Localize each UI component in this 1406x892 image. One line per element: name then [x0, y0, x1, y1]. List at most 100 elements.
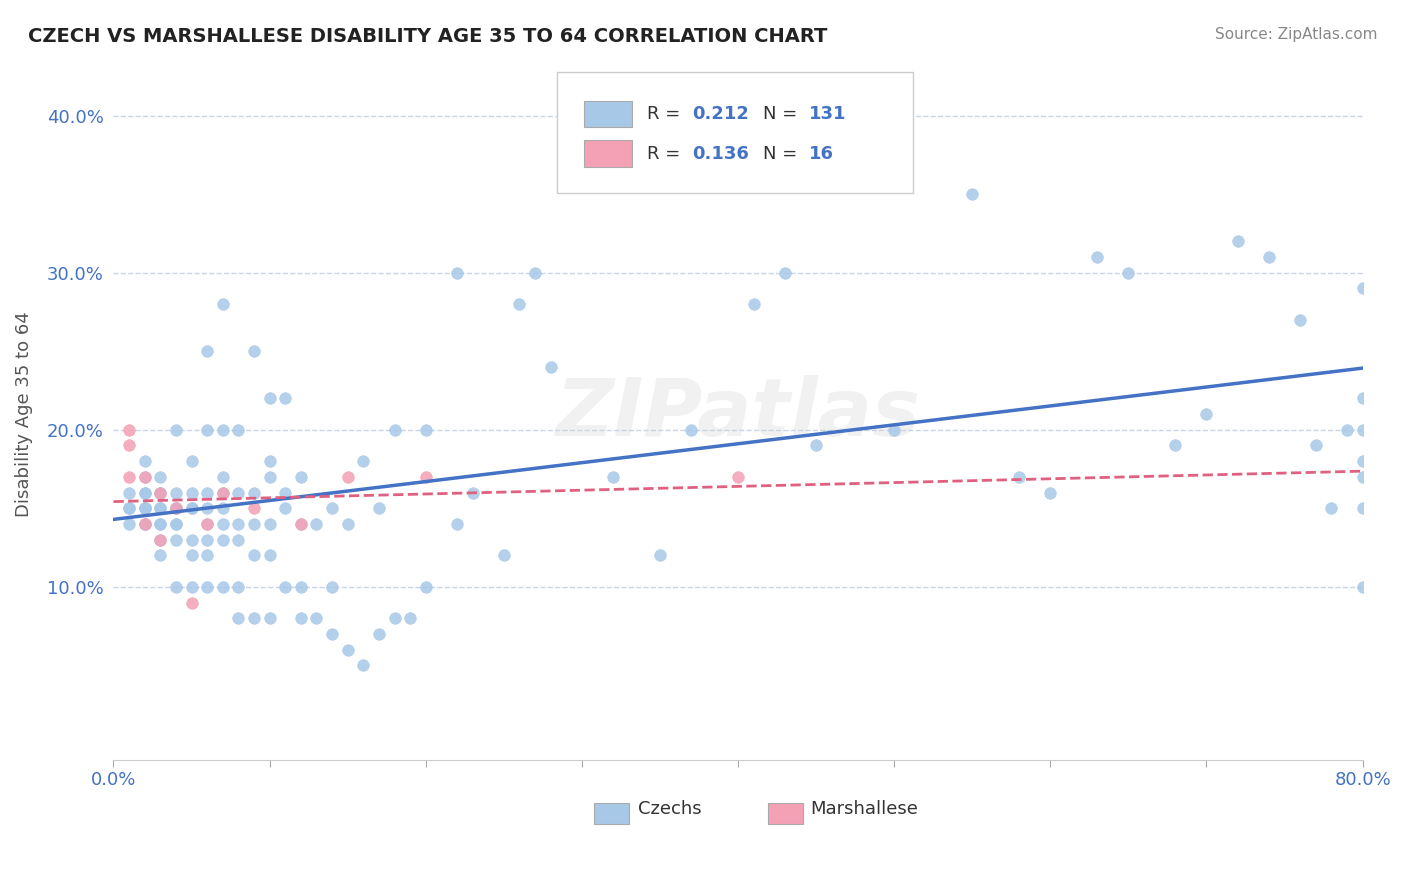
- Point: [243, 611, 266, 625]
- Point: [180, 501, 202, 516]
- Point: [165, 501, 187, 516]
- Text: Czechs: Czechs: [638, 799, 702, 818]
- Point: [259, 392, 281, 406]
- Point: [195, 549, 218, 563]
- Point: [243, 501, 266, 516]
- Point: [180, 549, 202, 563]
- Point: [1289, 313, 1312, 327]
- Point: [211, 485, 233, 500]
- Point: [149, 470, 172, 484]
- Point: [180, 580, 202, 594]
- Point: [228, 533, 250, 547]
- Point: [134, 485, 156, 500]
- Point: [259, 516, 281, 531]
- Point: [648, 549, 671, 563]
- Text: CZECH VS MARSHALLESE DISABILITY AGE 35 TO 64 CORRELATION CHART: CZECH VS MARSHALLESE DISABILITY AGE 35 T…: [28, 27, 828, 45]
- Point: [134, 501, 156, 516]
- Point: [149, 501, 172, 516]
- Text: N =: N =: [763, 145, 803, 162]
- Point: [211, 297, 233, 311]
- Text: 131: 131: [810, 105, 846, 123]
- Point: [165, 516, 187, 531]
- Point: [134, 501, 156, 516]
- Point: [1195, 407, 1218, 421]
- Text: 16: 16: [810, 145, 834, 162]
- Point: [149, 485, 172, 500]
- Point: [118, 423, 141, 437]
- Point: [290, 580, 312, 594]
- Bar: [768, 803, 803, 824]
- Point: [180, 501, 202, 516]
- Point: [773, 266, 796, 280]
- Point: [228, 611, 250, 625]
- Point: [1351, 501, 1374, 516]
- Point: [165, 423, 187, 437]
- Point: [243, 344, 266, 359]
- Point: [1085, 250, 1108, 264]
- Point: [195, 423, 218, 437]
- Point: [118, 485, 141, 500]
- Point: [305, 611, 328, 625]
- Point: [681, 423, 703, 437]
- Text: N =: N =: [763, 105, 803, 123]
- Point: [1351, 392, 1374, 406]
- FancyBboxPatch shape: [557, 72, 912, 193]
- Point: [134, 516, 156, 531]
- Point: [742, 297, 765, 311]
- Point: [1351, 470, 1374, 484]
- Point: [804, 438, 827, 452]
- Point: [1118, 266, 1140, 280]
- Point: [165, 516, 187, 531]
- Point: [165, 485, 187, 500]
- Point: [336, 642, 359, 657]
- Point: [149, 533, 172, 547]
- Point: [118, 501, 141, 516]
- Point: [1226, 235, 1249, 249]
- Point: [134, 454, 156, 468]
- Point: [165, 501, 187, 516]
- Point: [165, 501, 187, 516]
- Point: [195, 533, 218, 547]
- Point: [211, 516, 233, 531]
- Point: [243, 549, 266, 563]
- Point: [118, 516, 141, 531]
- Point: [384, 423, 406, 437]
- Point: [617, 171, 640, 186]
- Text: R =: R =: [647, 145, 686, 162]
- Point: [149, 501, 172, 516]
- Point: [321, 501, 343, 516]
- Point: [195, 516, 218, 531]
- Point: [228, 580, 250, 594]
- Point: [555, 171, 578, 186]
- Point: [259, 470, 281, 484]
- Point: [259, 611, 281, 625]
- Point: [134, 470, 156, 484]
- Point: [415, 470, 437, 484]
- Point: [1320, 501, 1343, 516]
- Point: [211, 470, 233, 484]
- Text: 0.212: 0.212: [692, 105, 749, 123]
- Point: [368, 501, 391, 516]
- Point: [415, 423, 437, 437]
- Point: [290, 516, 312, 531]
- Point: [446, 266, 468, 280]
- Point: [134, 516, 156, 531]
- Point: [727, 171, 749, 186]
- Text: 0.136: 0.136: [692, 145, 749, 162]
- Point: [134, 470, 156, 484]
- Point: [883, 423, 905, 437]
- Point: [336, 470, 359, 484]
- Bar: [585, 140, 631, 167]
- Point: [962, 187, 984, 202]
- Point: [1008, 470, 1031, 484]
- Point: [180, 533, 202, 547]
- Text: Source: ZipAtlas.com: Source: ZipAtlas.com: [1215, 27, 1378, 42]
- Point: [461, 485, 484, 500]
- Point: [118, 501, 141, 516]
- Point: [211, 533, 233, 547]
- Point: [259, 454, 281, 468]
- Point: [118, 438, 141, 452]
- Point: [149, 516, 172, 531]
- Point: [149, 549, 172, 563]
- Point: [290, 516, 312, 531]
